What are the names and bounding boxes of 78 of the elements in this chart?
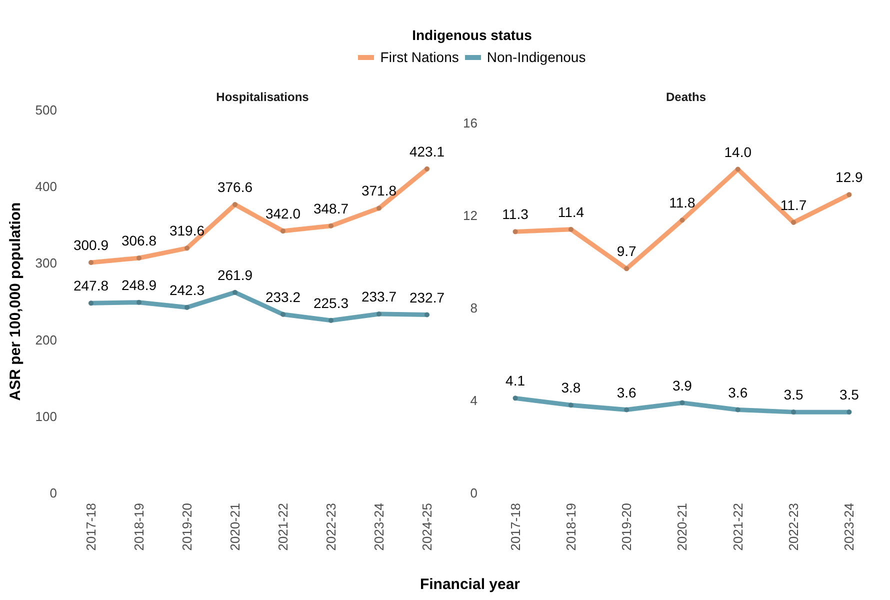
data-label: 3.5 <box>784 386 804 403</box>
data-label: 319.6 <box>169 222 205 239</box>
point <box>376 311 382 316</box>
point <box>791 410 796 415</box>
point <box>735 407 740 412</box>
data-label: 423.1 <box>409 143 445 160</box>
point <box>232 290 238 295</box>
data-label: 11.3 <box>502 206 529 222</box>
data-label: 3.9 <box>672 377 692 394</box>
data-label: 11.7 <box>780 196 807 213</box>
data-label: 12.9 <box>836 169 864 186</box>
x-tick-label: 2020-21 <box>674 503 690 551</box>
data-label: 342.0 <box>265 206 301 222</box>
legend-label: First Nations <box>380 49 459 65</box>
x-tick-label: 2019-20 <box>619 503 634 551</box>
x-tick-label: 2022-23 <box>786 503 802 551</box>
x-axis-title: Financial year <box>418 576 522 593</box>
point <box>424 312 430 318</box>
data-label: 4.1 <box>506 372 526 389</box>
x-tick-label: 2021-22 <box>276 503 290 551</box>
x-tick-label: 2021-22 <box>730 503 746 551</box>
point <box>680 400 685 406</box>
x-tick-label: 2019-20 <box>180 503 194 551</box>
x-tick-label: 2024-25 <box>420 503 434 551</box>
data-label: 348.7 <box>313 200 349 216</box>
data-label: 376.6 <box>217 179 253 196</box>
data-label: 242.3 <box>169 282 205 298</box>
point <box>136 300 142 305</box>
x-tick-label: 2018-19 <box>132 503 146 551</box>
data-label: 11.4 <box>558 204 584 220</box>
point <box>184 304 190 310</box>
x-tick-label: 2023-24 <box>842 503 857 551</box>
y-tick-label: 0 <box>470 486 478 500</box>
y-tick-label: 500 <box>35 102 57 118</box>
point <box>328 318 334 323</box>
point <box>624 407 630 412</box>
x-tick-label: 2023-24 <box>372 503 386 551</box>
point <box>88 300 94 306</box>
data-label: 248.9 <box>121 276 157 293</box>
data-label: 261.9 <box>217 266 253 283</box>
y-tick-label: 200 <box>35 332 57 348</box>
point <box>280 312 286 317</box>
x-tick-label: 2022-23 <box>324 503 338 551</box>
y-tick-label: 300 <box>35 256 57 271</box>
point <box>512 396 518 401</box>
y-tick-label: 400 <box>35 179 57 194</box>
data-label: 300.9 <box>73 237 109 254</box>
chart-title: Deaths <box>666 90 706 104</box>
point <box>568 402 574 408</box>
y-tick-label: 0 <box>50 486 57 500</box>
data-label: 225.3 <box>313 294 349 311</box>
data-label: 14.0 <box>724 144 752 160</box>
data-label: 371.8 <box>361 182 397 199</box>
point <box>846 410 852 415</box>
data-label: 11.8 <box>669 194 696 211</box>
y-tick-label: 4 <box>470 393 478 408</box>
x-tick-label: 2017-18 <box>84 503 98 551</box>
legend-label: Non-Indigenous <box>486 49 586 65</box>
data-label: 3.5 <box>839 386 860 403</box>
x-tick-label: 2020-21 <box>228 503 242 551</box>
data-label: 3.6 <box>616 384 637 400</box>
data-label: 9.7 <box>616 243 637 260</box>
chart-title: Hospitalisations <box>216 90 310 104</box>
y-axis-title: ASR per 100,000 population <box>7 202 24 401</box>
data-label: 306.8 <box>121 232 157 248</box>
data-label: 233.7 <box>361 288 397 304</box>
data-label: 247.8 <box>73 278 109 294</box>
data-label: 3.8 <box>561 380 581 396</box>
data-label: 232.7 <box>409 289 445 306</box>
data-label: 233.2 <box>265 288 301 305</box>
x-tick-label: 2017-18 <box>508 503 523 551</box>
y-tick-label: 16 <box>462 116 478 130</box>
y-tick-label: 12 <box>462 208 478 223</box>
legend-title: Indigenous status <box>411 26 533 44</box>
y-tick-label: 100 <box>35 408 57 424</box>
x-tick-label: 2018-19 <box>563 503 578 551</box>
data-label: 3.6 <box>728 384 748 400</box>
y-tick-label: 8 <box>470 300 478 316</box>
